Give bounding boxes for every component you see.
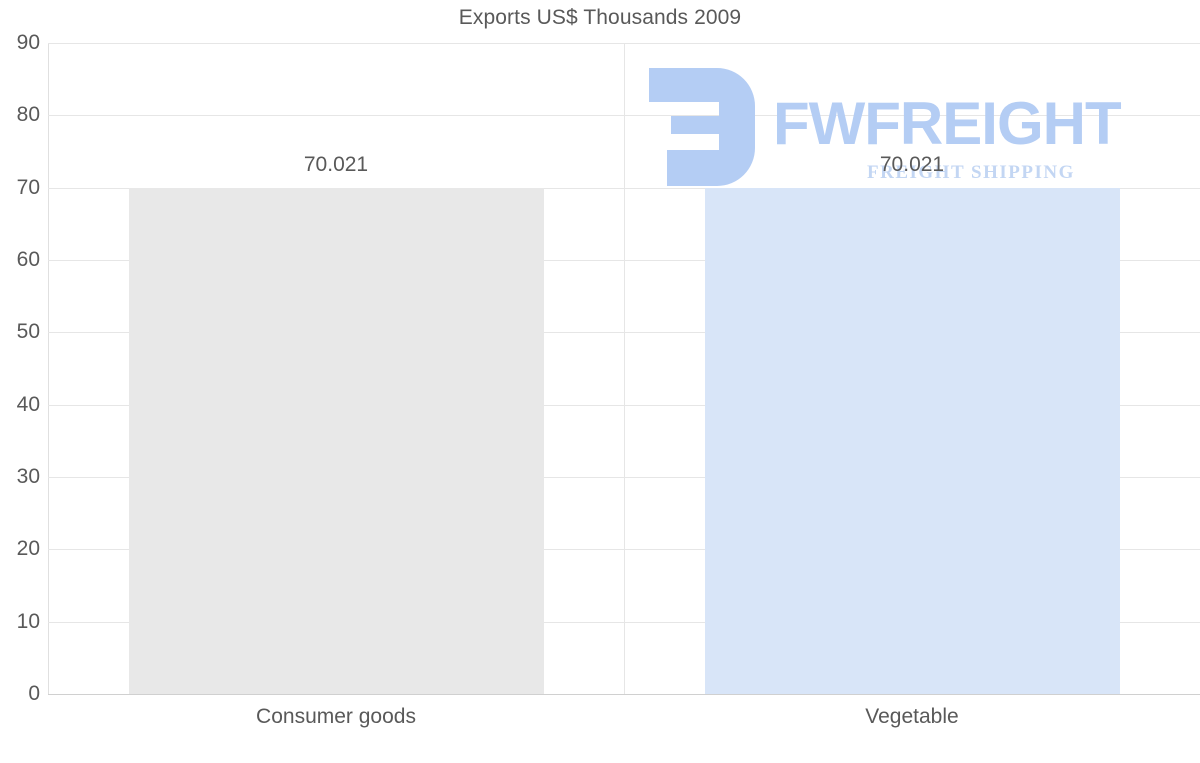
y-axis-tick-label: 20 xyxy=(16,537,40,561)
y-axis-tick-label: 10 xyxy=(16,609,40,633)
x-axis-tick-label: Consumer goods xyxy=(256,705,416,728)
y-axis-tick-label: 90 xyxy=(16,31,40,54)
y-axis-line xyxy=(48,43,49,695)
y-axis-tick-label: 50 xyxy=(16,320,40,344)
vertical-gridline xyxy=(624,43,625,694)
bar-value-label: 70.021 xyxy=(303,152,369,176)
chart-title: Exports US$ Thousands 2009 xyxy=(458,6,742,29)
bar-value-label: 70.021 xyxy=(879,152,945,176)
y-axis-tick-label: 60 xyxy=(16,248,40,271)
plot-area xyxy=(48,43,1200,695)
gridline xyxy=(48,694,1200,695)
bar[interactable] xyxy=(705,188,1120,694)
bar[interactable] xyxy=(129,188,544,694)
y-axis-tick-label: 0 xyxy=(28,682,40,705)
y-axis-tick-label: 30 xyxy=(16,465,40,488)
y-axis-tick-label: 80 xyxy=(16,103,40,127)
y-axis-tick-label: 40 xyxy=(16,392,40,416)
x-axis-tick-label: Vegetable xyxy=(865,705,959,728)
y-axis-tick-label: 70 xyxy=(16,175,40,199)
